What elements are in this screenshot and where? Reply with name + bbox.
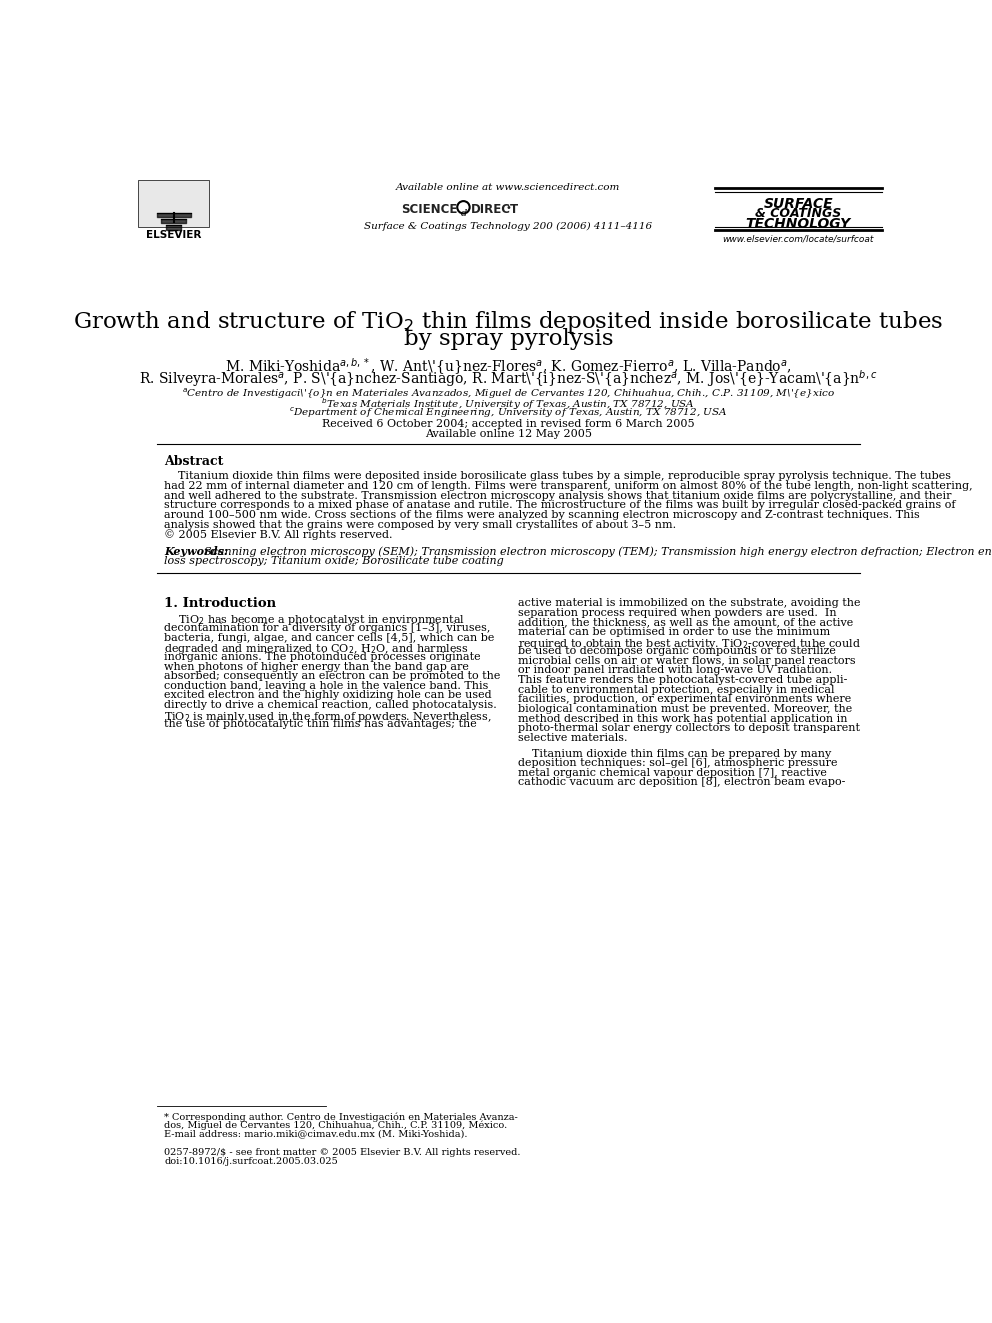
Text: photo-thermal solar energy collectors to deposit transparent: photo-thermal solar energy collectors to… <box>518 724 860 733</box>
Text: d: d <box>460 209 466 218</box>
Text: Abstract: Abstract <box>165 455 223 468</box>
Text: analysis showed that the grains were composed by very small crystallites of abou: analysis showed that the grains were com… <box>165 520 677 529</box>
Text: $^{c}$Department of Chemical Engineering, University of Texas, Austin, TX 78712,: $^{c}$Department of Chemical Engineering… <box>289 406 728 421</box>
Text: SCIENCE: SCIENCE <box>401 204 457 217</box>
Text: SURFACE: SURFACE <box>764 197 833 212</box>
Text: This feature renders the photocatalyst-covered tube appli-: This feature renders the photocatalyst-c… <box>518 675 847 685</box>
Text: DIRECT: DIRECT <box>471 204 520 217</box>
Text: when photons of higher energy than the band gap are: when photons of higher energy than the b… <box>165 662 469 672</box>
Text: had 22 mm of internal diameter and 120 cm of length. Films were transparent, uni: had 22 mm of internal diameter and 120 c… <box>165 482 973 491</box>
Bar <box>138 180 209 226</box>
Text: www.elsevier.com/locate/surfcoat: www.elsevier.com/locate/surfcoat <box>722 234 874 243</box>
Text: & COATINGS: & COATINGS <box>755 208 841 220</box>
Text: Surface & Coatings Technology 200 (2006) 4111–4116: Surface & Coatings Technology 200 (2006)… <box>364 222 653 232</box>
Text: be used to decompose organic compounds or to sterilize: be used to decompose organic compounds o… <box>518 646 835 656</box>
Text: bacteria, fungi, algae, and cancer cells [4,5], which can be: bacteria, fungi, algae, and cancer cells… <box>165 632 495 643</box>
Text: addition, the thickness, as well as the amount, of the active: addition, the thickness, as well as the … <box>518 618 853 627</box>
Text: and well adhered to the substrate. Transmission electron microscopy analysis sho: and well adhered to the substrate. Trans… <box>165 491 951 500</box>
Text: TECHNOLOGY: TECHNOLOGY <box>746 217 851 232</box>
Text: © 2005 Elsevier B.V. All rights reserved.: © 2005 Elsevier B.V. All rights reserved… <box>165 529 393 540</box>
Text: R. Silveyra-Morales$^{a}$, P. S\'{a}nchez-Santiago, R. Mart\'{i}nez-S\'{a}nchez$: R. Silveyra-Morales$^{a}$, P. S\'{a}nche… <box>139 368 878 389</box>
Text: material can be optimised in order to use the minimum: material can be optimised in order to us… <box>518 627 830 636</box>
Text: E-mail address: mario.miki@cimav.edu.mx (M. Miki-Yoshida).: E-mail address: mario.miki@cimav.edu.mx … <box>165 1129 468 1138</box>
Text: M. Miki-Yoshida$^{a,b,*}$, W. Ant\'{u}nez-Flores$^{a}$, K. Gomez-Fierro$^{a}$, L: M. Miki-Yoshida$^{a,b,*}$, W. Ant\'{u}ne… <box>225 357 792 377</box>
Text: microbial cells on air or water flows, in solar panel reactors: microbial cells on air or water flows, i… <box>518 656 855 665</box>
Text: Growth and structure of TiO$_2$ thin films deposited inside borosilicate tubes: Growth and structure of TiO$_2$ thin fil… <box>73 308 943 335</box>
Text: biological contamination must be prevented. Moreover, the: biological contamination must be prevent… <box>518 704 852 714</box>
Text: Titanium dioxide thin films were deposited inside borosilicate glass tubes by a : Titanium dioxide thin films were deposit… <box>165 471 951 482</box>
Text: selective materials.: selective materials. <box>518 733 627 742</box>
Text: the use of photocatalytic thin films has advantages; the: the use of photocatalytic thin films has… <box>165 720 477 729</box>
Text: * Corresponding author. Centro de Investigación en Materiales Avanza-: * Corresponding author. Centro de Invest… <box>165 1113 518 1122</box>
Text: structure corresponds to a mixed phase of anatase and rutile. The microstructure: structure corresponds to a mixed phase o… <box>165 500 956 511</box>
Text: facilities, production, or experimental environments where: facilities, production, or experimental … <box>518 695 851 704</box>
Text: Received 6 October 2004; accepted in revised form 6 March 2005: Received 6 October 2004; accepted in rev… <box>322 419 694 429</box>
Text: method described in this work has potential application in: method described in this work has potent… <box>518 713 847 724</box>
Text: active material is immobilized on the substrate, avoiding the: active material is immobilized on the su… <box>518 598 860 609</box>
Text: inorganic anions. The photoinduced processes originate: inorganic anions. The photoinduced proce… <box>165 652 481 662</box>
Text: TiO$_2$ has become a photocatalyst in environmental: TiO$_2$ has become a photocatalyst in en… <box>165 614 465 627</box>
Text: by spray pyrolysis: by spray pyrolysis <box>404 328 613 351</box>
Text: cathodic vacuum arc deposition [8], electron beam evapo-: cathodic vacuum arc deposition [8], elec… <box>518 778 845 787</box>
Text: cable to environmental protection, especially in medical: cable to environmental protection, espec… <box>518 685 834 695</box>
Text: excited electron and the highly oxidizing hole can be used: excited electron and the highly oxidizin… <box>165 691 492 700</box>
Text: dos, Miguel de Cervantes 120, Chihuahua, Chih., C.P. 31109, México.: dos, Miguel de Cervantes 120, Chihuahua,… <box>165 1121 508 1130</box>
Text: required to obtain the best activity. TiO$_2$-covered tube could: required to obtain the best activity. Ti… <box>518 636 860 651</box>
Text: Keywords:: Keywords: <box>165 546 232 557</box>
Text: decontamination for a diversity of organics [1–3], viruses,: decontamination for a diversity of organ… <box>165 623 491 634</box>
Text: ELSEVIER: ELSEVIER <box>146 230 201 239</box>
Text: •: • <box>505 202 511 213</box>
Text: Titanium dioxide thin films can be prepared by many: Titanium dioxide thin films can be prepa… <box>518 749 831 758</box>
Text: 0257-8972/$ - see front matter © 2005 Elsevier B.V. All rights reserved.: 0257-8972/$ - see front matter © 2005 El… <box>165 1148 521 1158</box>
Text: conduction band, leaving a hole in the valence band. This: conduction band, leaving a hole in the v… <box>165 681 489 691</box>
Text: Scanning electron microscopy (SEM); Transmission electron microscopy (TEM); Tran: Scanning electron microscopy (SEM); Tran… <box>203 546 992 557</box>
Text: $^{a}$Centro de Investigaci\'{o}n en Materiales Avanzados, Miguel de Cervantes 1: $^{a}$Centro de Investigaci\'{o}n en Mat… <box>182 386 835 401</box>
Text: metal organic chemical vapour deposition [7], reactive: metal organic chemical vapour deposition… <box>518 767 826 778</box>
Text: separation process required when powders are used.  In: separation process required when powders… <box>518 607 836 618</box>
Text: around 100–500 nm wide. Cross sections of the films were analyzed by scanning el: around 100–500 nm wide. Cross sections o… <box>165 509 920 520</box>
Text: $^{b}$Texas Materials Institute, University of Texas, Austin, TX 78712, USA: $^{b}$Texas Materials Institute, Univers… <box>321 397 695 413</box>
Text: absorbed; consequently an electron can be promoted to the: absorbed; consequently an electron can b… <box>165 671 501 681</box>
Text: doi:10.1016/j.surfcoat.2005.03.025: doi:10.1016/j.surfcoat.2005.03.025 <box>165 1158 338 1167</box>
Text: 1. Introduction: 1. Introduction <box>165 597 277 610</box>
Text: directly to drive a chemical reaction, called photocatalysis.: directly to drive a chemical reaction, c… <box>165 700 497 710</box>
Text: deposition techniques: sol–gel [6], atmospheric pressure: deposition techniques: sol–gel [6], atmo… <box>518 758 837 769</box>
Text: TiO$_2$ is mainly used in the form of powders. Nevertheless,: TiO$_2$ is mainly used in the form of po… <box>165 709 492 724</box>
Text: loss spectroscopy; Titanium oxide; Borosilicate tube coating: loss spectroscopy; Titanium oxide; Boros… <box>165 556 504 566</box>
Text: Available online 12 May 2005: Available online 12 May 2005 <box>425 429 592 439</box>
Text: Available online at www.sciencedirect.com: Available online at www.sciencedirect.co… <box>396 184 621 192</box>
Text: degraded and mineralized to CO$_2$, H$_2$O, and harmless: degraded and mineralized to CO$_2$, H$_2… <box>165 643 469 656</box>
Text: or indoor panel irradiated with long-wave UV radiation.: or indoor panel irradiated with long-wav… <box>518 665 832 676</box>
